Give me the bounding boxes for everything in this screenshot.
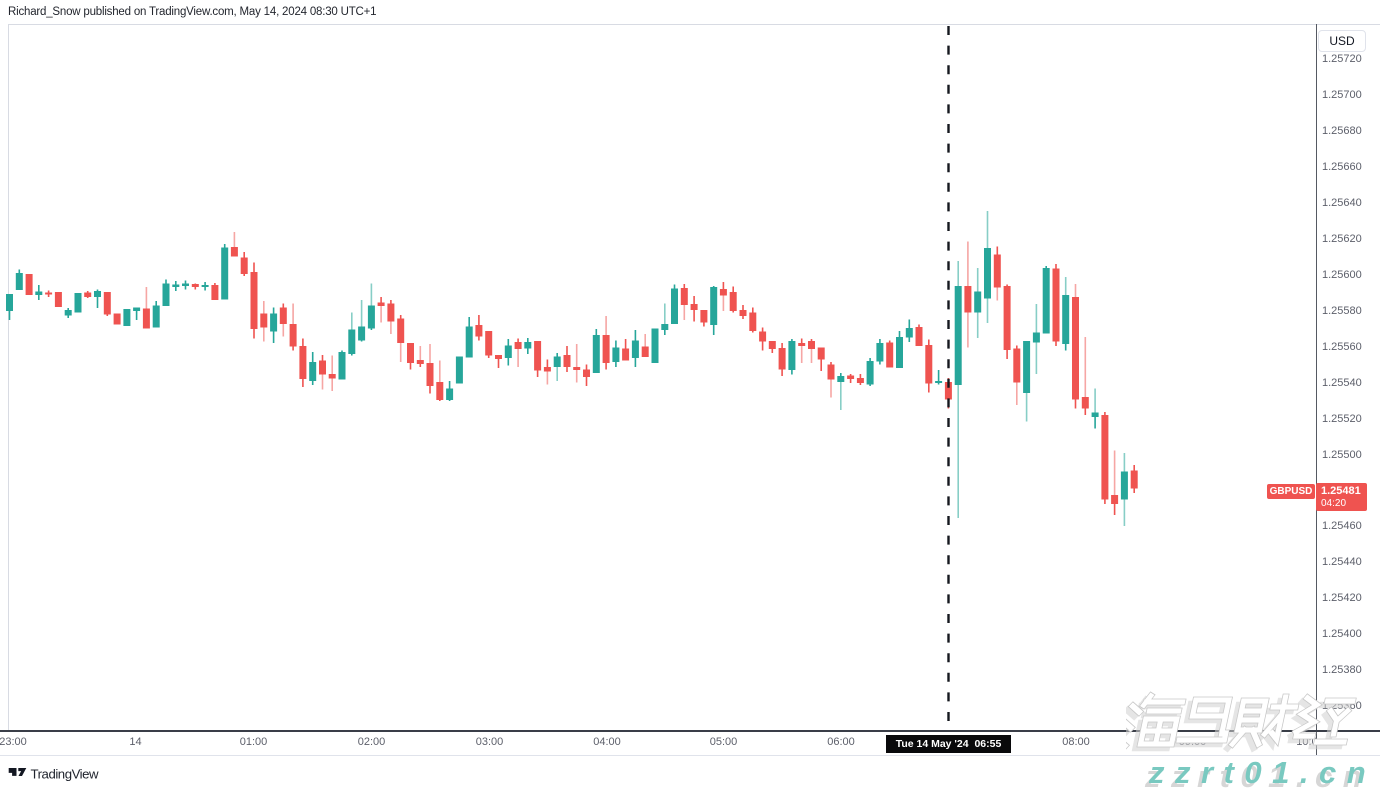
svg-text:TradingView: TradingView bbox=[31, 766, 100, 781]
